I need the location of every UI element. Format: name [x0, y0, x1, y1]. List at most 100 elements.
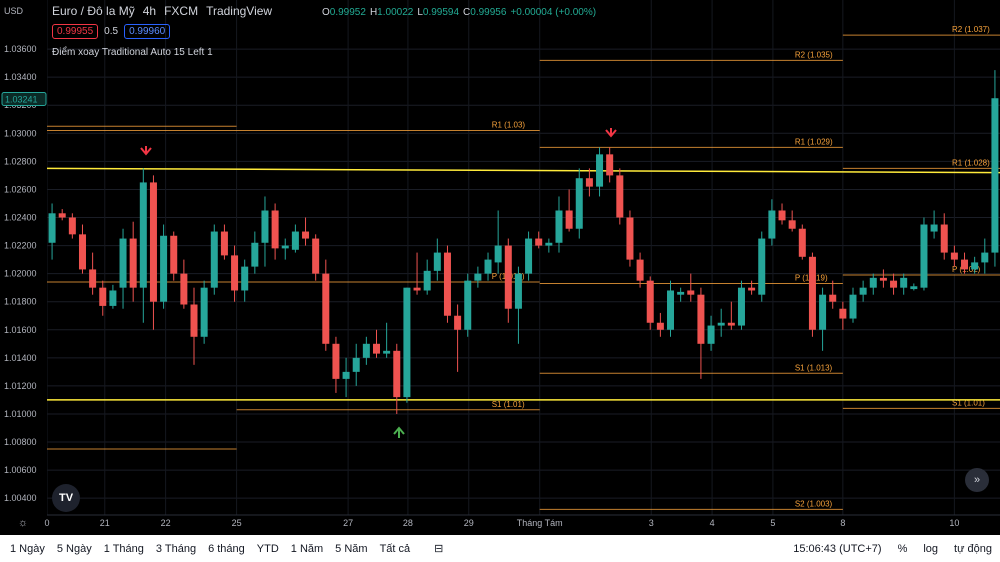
scroll-button[interactable]: »	[965, 468, 989, 492]
candle-body	[251, 242, 259, 267]
y-tick-label: 1.01600	[4, 325, 37, 335]
candle-body	[646, 280, 654, 323]
y-tick-label: 1.01000	[4, 409, 37, 419]
percent-toggle[interactable]: %	[897, 542, 908, 555]
candle-body	[737, 287, 745, 326]
y-tick-label: 1.01800	[4, 297, 37, 307]
candle-body	[160, 235, 168, 302]
candle-body	[778, 210, 786, 221]
logo[interactable]: TV	[52, 484, 80, 512]
candle-body	[606, 154, 614, 176]
candle-body	[879, 277, 887, 281]
candle-body	[89, 269, 97, 288]
candle-body	[950, 252, 958, 260]
candle-body	[545, 242, 553, 246]
candle-body	[474, 273, 482, 281]
candle-body	[829, 294, 837, 302]
x-tick-label: 29	[464, 518, 474, 528]
candle-body	[129, 238, 137, 288]
price-tag	[1, 91, 47, 106]
candle-body	[910, 286, 918, 290]
y-tick-label: 1.00600	[4, 465, 37, 475]
ohlc-key: H	[369, 7, 378, 18]
range-button[interactable]: 5 Ngày	[56, 542, 92, 555]
price-tag-label: 1.03241	[5, 94, 38, 104]
candle-body	[271, 210, 279, 249]
pivot-label: S1 (1.013)	[795, 363, 833, 372]
candle-body	[869, 277, 877, 288]
x-tick-label: 10	[949, 518, 959, 528]
x-tick-label: 27	[343, 518, 353, 528]
x-tick-label: Tháng Tám	[517, 518, 563, 528]
candle-body	[281, 245, 289, 249]
source: TradingView	[206, 4, 273, 18]
x-tick-label: 0	[44, 518, 49, 528]
y-tick-label: 1.02200	[4, 241, 37, 251]
candle-body	[170, 235, 178, 274]
pivot-label: R2 (1.037)	[952, 25, 990, 34]
candle-body	[758, 238, 766, 295]
candle-body	[575, 178, 583, 229]
pivot-label: R1 (1.029)	[795, 137, 833, 146]
pivot-label: R1 (1.028)	[952, 158, 990, 167]
signal-arrow	[140, 146, 152, 156]
candle-body	[454, 315, 462, 330]
candle-body	[656, 322, 664, 330]
candle-body	[626, 217, 634, 260]
candle-body	[585, 178, 593, 187]
candle-body	[109, 290, 117, 306]
date-range-icon[interactable]: ⊟	[434, 543, 444, 555]
candle-body	[443, 252, 451, 316]
candle-body	[149, 182, 157, 302]
range-button[interactable]: YTD	[256, 542, 279, 555]
candle-body	[322, 273, 330, 344]
pivot-label: R2 (1.035)	[795, 50, 833, 59]
pivot-label: S1 (1.01)	[492, 400, 525, 409]
candle-body	[372, 343, 380, 354]
range-button[interactable]: 1 Ngày	[10, 542, 45, 555]
ohlc-value: 0.99952	[329, 7, 366, 18]
x-tick-label: 4	[710, 518, 715, 528]
range-button[interactable]: 5 Năm	[335, 542, 368, 555]
buy-price[interactable]: 0.99960	[124, 24, 171, 39]
candle-body	[139, 182, 147, 288]
range-button[interactable]: 1 Tháng	[103, 542, 144, 555]
time: 15:06:43 (UTC+7)	[793, 542, 882, 555]
candle-body	[261, 210, 269, 243]
candle-body	[748, 287, 756, 291]
candle-body	[312, 238, 320, 274]
candle-body	[48, 213, 56, 243]
y-tick-label: 1.02600	[4, 184, 37, 194]
range-button[interactable]: 3 Tháng	[155, 542, 197, 555]
candle-body	[383, 350, 391, 354]
candle-body	[616, 175, 624, 218]
auto-toggle[interactable]: tự động	[954, 542, 992, 555]
candle-body	[961, 259, 969, 270]
ohlc-value: 0.99594	[422, 7, 460, 18]
candle-body	[525, 238, 533, 274]
settings-icon[interactable]: ☼	[18, 517, 28, 529]
candle-body	[362, 343, 370, 358]
candle-body	[940, 224, 948, 253]
x-tick-label: 3	[649, 518, 654, 528]
x-tick-label: 5	[770, 518, 775, 528]
candle-body	[68, 217, 76, 235]
candle-body	[930, 224, 938, 232]
signal-arrow	[393, 426, 405, 438]
candle-body	[687, 290, 695, 295]
pivot-label: S2 (1.003)	[795, 499, 833, 508]
range-button[interactable]: Tất cả	[379, 542, 411, 555]
candle-body	[890, 280, 898, 288]
range-button[interactable]: 6 tháng	[208, 542, 245, 555]
sell-price[interactable]: 0.99955	[52, 24, 99, 39]
candle-body	[707, 325, 715, 344]
y-tick-label: 1.03400	[4, 72, 37, 82]
interval[interactable]: 4h	[142, 4, 157, 18]
log-toggle[interactable]: log	[923, 542, 939, 555]
range-button[interactable]: 1 Năm	[290, 542, 324, 555]
indicator[interactable]: Điểm xoay Traditional Auto 15 Left 1	[52, 47, 213, 58]
symbol[interactable]: Euro / Đô la Mỹ	[52, 4, 135, 18]
candle-body	[839, 308, 847, 319]
currency: USD	[4, 6, 24, 16]
